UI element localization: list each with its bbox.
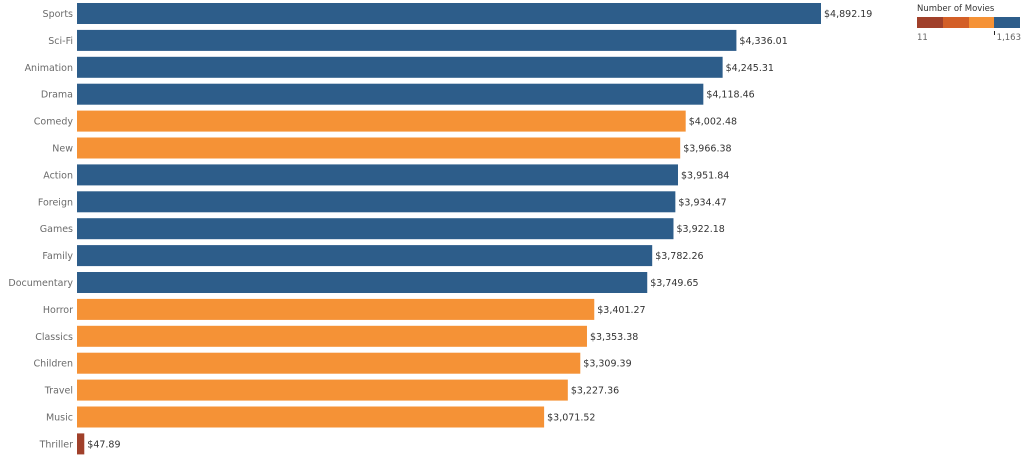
legend-marker xyxy=(994,31,995,35)
category-label: Animation xyxy=(25,63,73,74)
value-label: $4,892.19 xyxy=(824,9,872,20)
category-label: Classics xyxy=(35,332,73,343)
value-label: $3,353.38 xyxy=(590,332,638,343)
category-label: Sci-Fi xyxy=(48,36,73,47)
value-label: $3,309.39 xyxy=(583,359,631,370)
bar-music[interactable] xyxy=(77,406,545,428)
bar-action[interactable] xyxy=(77,164,678,186)
bar-travel[interactable] xyxy=(77,379,568,401)
value-label: $4,336.01 xyxy=(739,36,787,47)
bar-family[interactable] xyxy=(77,245,653,267)
value-label: $3,934.47 xyxy=(678,197,726,208)
legend-max-label: 1,163 xyxy=(996,33,1021,43)
bar-documentary[interactable] xyxy=(77,272,648,293)
bar-thriller[interactable] xyxy=(77,433,85,455)
category-label: Action xyxy=(43,170,73,181)
value-label: $47.89 xyxy=(87,439,120,450)
bar-sports[interactable] xyxy=(77,3,821,24)
category-label: Children xyxy=(33,359,73,370)
bar-classics[interactable] xyxy=(77,325,587,347)
category-label: Horror xyxy=(43,305,73,316)
legend-swatch-2 xyxy=(942,17,969,28)
category-label: Travel xyxy=(44,386,73,397)
value-label: $3,922.18 xyxy=(676,224,724,235)
value-label: $4,118.46 xyxy=(706,90,754,101)
legend-min-label: 11 xyxy=(917,33,928,43)
category-label: Games xyxy=(40,224,73,235)
bar-foreign[interactable] xyxy=(77,191,676,213)
bar-new[interactable] xyxy=(77,137,681,159)
legend-swatch-3 xyxy=(968,17,995,28)
value-label: $3,401.27 xyxy=(597,305,645,316)
legend-swatch-1 xyxy=(917,17,943,28)
category-label: Foreign xyxy=(38,197,73,208)
bar-sci-fi[interactable] xyxy=(77,29,737,51)
category-label: Music xyxy=(46,413,73,424)
value-label: $3,951.84 xyxy=(681,170,729,181)
bar-drama[interactable] xyxy=(77,83,704,105)
category-label: Family xyxy=(42,251,73,262)
bar-chart: Sports $4,892.19 Sci-Fi $4,336.01 Animation $… xyxy=(8,3,872,455)
category-label: Sports xyxy=(43,9,74,20)
category-label: Documentary xyxy=(8,278,73,289)
value-label: $3,966.38 xyxy=(683,144,731,155)
legend-color-ramp xyxy=(917,17,1020,28)
bar-animation[interactable] xyxy=(77,56,723,78)
category-label: Comedy xyxy=(34,117,74,128)
bar-comedy[interactable] xyxy=(77,110,686,132)
category-label: New xyxy=(52,144,73,155)
value-label: $3,071.52 xyxy=(547,413,595,424)
value-label: $3,749.65 xyxy=(650,278,698,289)
bar-children[interactable] xyxy=(77,352,581,374)
legend-title: Number of Movies xyxy=(917,4,995,14)
category-label: Thriller xyxy=(39,439,73,450)
value-label: $3,782.26 xyxy=(655,251,703,262)
legend-swatch-4 xyxy=(994,17,1020,28)
color-legend: Number of Movies 11 1,163 xyxy=(917,4,1021,43)
value-label: $4,002.48 xyxy=(689,117,737,128)
category-label: Drama xyxy=(41,90,73,101)
bar-horror[interactable] xyxy=(77,298,595,320)
bar-games[interactable] xyxy=(77,218,674,240)
value-label: $3,227.36 xyxy=(571,386,619,397)
value-label: $4,245.31 xyxy=(726,63,774,74)
